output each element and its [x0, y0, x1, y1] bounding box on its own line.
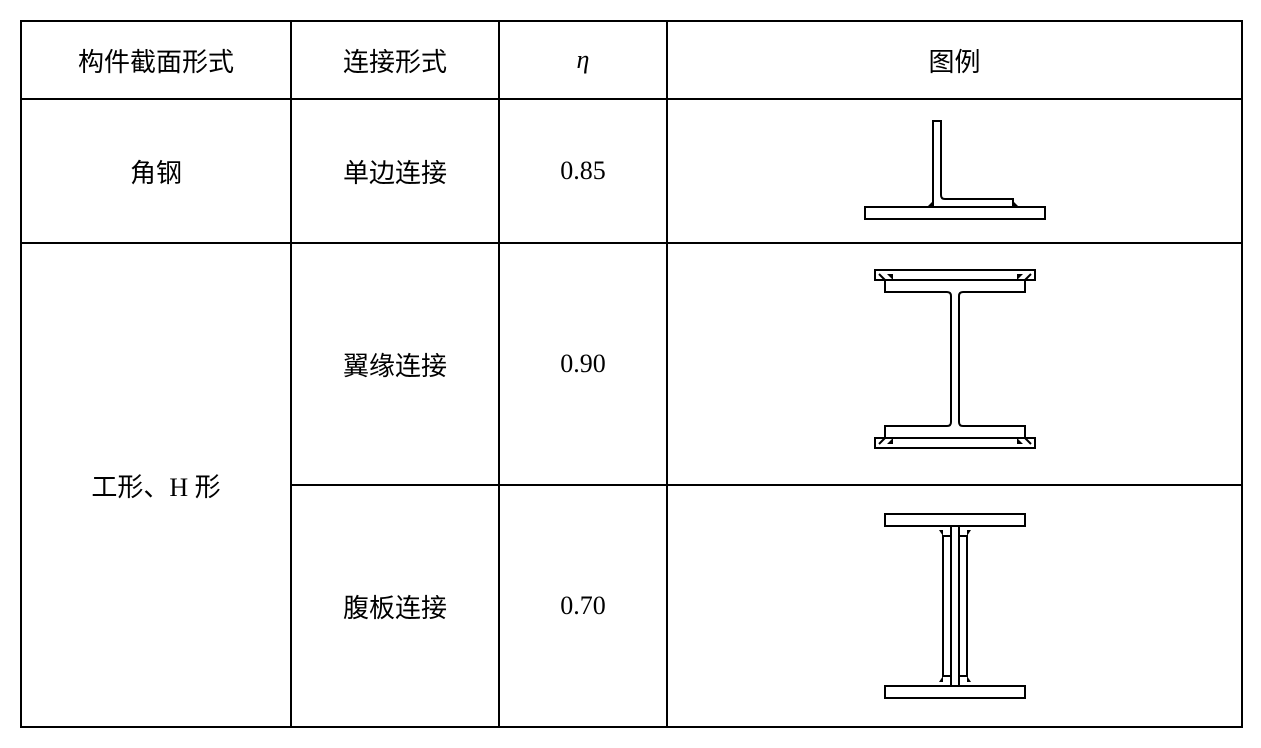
- i-beam-web-icon: [845, 496, 1065, 716]
- cell-figure-flange: [667, 243, 1242, 485]
- i-beam-flange-icon: [845, 254, 1065, 474]
- cell-eta-0-90: 0.90: [499, 243, 667, 485]
- header-figure: 图例: [667, 21, 1242, 99]
- header-section: 构件截面形式: [21, 21, 291, 99]
- table-row: 角钢 单边连接 0.85: [21, 99, 1242, 243]
- cell-connection-flange: 翼缘连接: [291, 243, 499, 485]
- angle-steel-icon: [845, 111, 1065, 231]
- table-header-row: 构件截面形式 连接形式 η 图例: [21, 21, 1242, 99]
- table-row: 工形、H 形 翼缘连接 0.90: [21, 243, 1242, 485]
- cell-connection-single: 单边连接: [291, 99, 499, 243]
- cell-connection-web: 腹板连接: [291, 485, 499, 727]
- header-connection: 连接形式: [291, 21, 499, 99]
- cell-section-angle: 角钢: [21, 99, 291, 243]
- cell-figure-web: [667, 485, 1242, 727]
- cell-figure-angle: [667, 99, 1242, 243]
- header-eta: η: [499, 21, 667, 99]
- cell-section-i-h: 工形、H 形: [21, 243, 291, 727]
- cell-eta-0-85: 0.85: [499, 99, 667, 243]
- cell-eta-0-70: 0.70: [499, 485, 667, 727]
- cross-section-coefficient-table: 构件截面形式 连接形式 η 图例 角钢 单边连接 0.85 工形、H 形: [20, 20, 1243, 728]
